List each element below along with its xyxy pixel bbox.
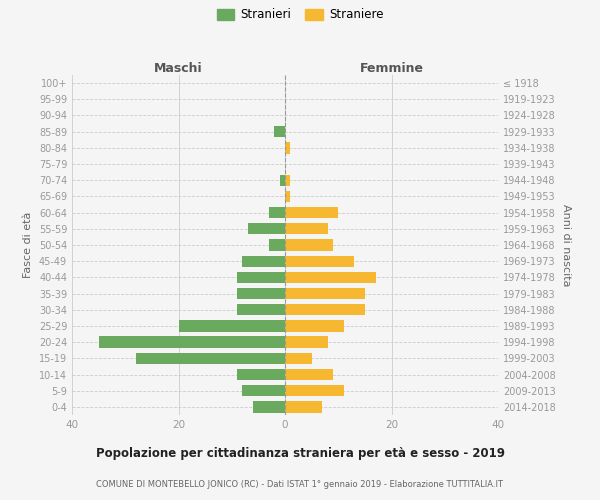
- Bar: [237, 304, 285, 316]
- Bar: [285, 207, 338, 218]
- Bar: [98, 336, 285, 348]
- Bar: [269, 207, 285, 218]
- Bar: [285, 385, 344, 396]
- Bar: [248, 223, 285, 234]
- Text: COMUNE DI MONTEBELLO JONICO (RC) - Dati ISTAT 1° gennaio 2019 - Elaborazione TUT: COMUNE DI MONTEBELLO JONICO (RC) - Dati …: [97, 480, 503, 489]
- Text: Popolazione per cittadinanza straniera per età e sesso - 2019: Popolazione per cittadinanza straniera p…: [95, 448, 505, 460]
- Bar: [269, 240, 285, 250]
- Text: Maschi: Maschi: [154, 62, 203, 75]
- Bar: [285, 304, 365, 316]
- Bar: [285, 240, 333, 250]
- Bar: [285, 336, 328, 348]
- Bar: [285, 174, 290, 186]
- Bar: [285, 142, 290, 154]
- Bar: [237, 369, 285, 380]
- Bar: [285, 369, 333, 380]
- Bar: [179, 320, 285, 332]
- Bar: [285, 191, 290, 202]
- Bar: [237, 288, 285, 299]
- Y-axis label: Anni di nascita: Anni di nascita: [561, 204, 571, 286]
- Bar: [253, 401, 285, 412]
- Bar: [237, 272, 285, 283]
- Bar: [285, 320, 344, 332]
- Bar: [285, 288, 365, 299]
- Bar: [285, 272, 376, 283]
- Y-axis label: Fasce di età: Fasce di età: [23, 212, 33, 278]
- Legend: Stranieri, Straniere: Stranieri, Straniere: [217, 8, 383, 22]
- Bar: [285, 401, 322, 412]
- Bar: [242, 385, 285, 396]
- Bar: [285, 256, 354, 267]
- Bar: [136, 352, 285, 364]
- Bar: [285, 352, 311, 364]
- Text: Femmine: Femmine: [359, 62, 424, 75]
- Bar: [285, 223, 328, 234]
- Bar: [280, 174, 285, 186]
- Bar: [242, 256, 285, 267]
- Bar: [274, 126, 285, 138]
